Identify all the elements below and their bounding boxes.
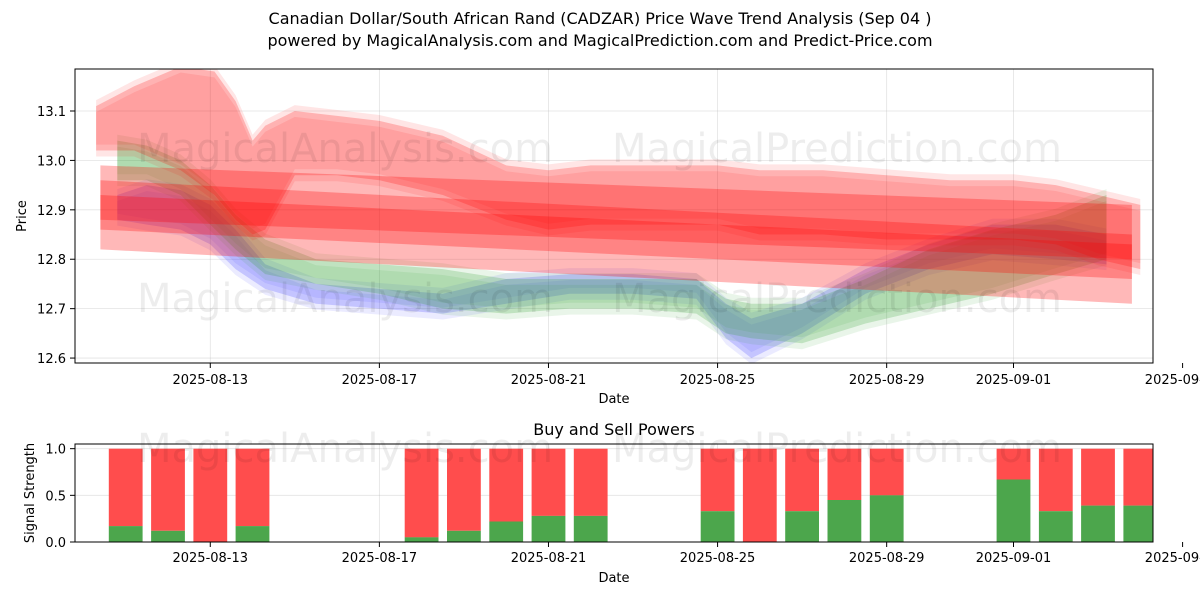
blue-wave-band: [117, 185, 1107, 359]
signal-x-tick-label: 2025-09-01: [976, 551, 1052, 566]
price-y-tick-label: 13.1: [37, 105, 66, 120]
price-x-axis: 2025-08-13 2025-08-17 2025-08-21 2025-08-25…: [172, 363, 1200, 388]
price-y-tick-label: 12.9: [37, 204, 66, 219]
buy-power-bar: [1123, 505, 1153, 542]
watermark-analysis-bottom: MagicalAnalysis.com: [137, 426, 553, 472]
signal-x-tick-label: 2025-08-25: [680, 551, 756, 566]
trend-band-1: [100, 165, 1132, 304]
signal-plot: [75, 444, 1153, 542]
sell-power-bar: [1081, 448, 1115, 506]
signal-y-tick-label: 0.0: [45, 536, 66, 551]
signal-x-axis: 2025-08-13 2025-08-17 2025-08-21 2025-08-25…: [172, 542, 1200, 566]
price-y-axis: 12.6 12.7 12.8 12.9 13.0 13.1: [37, 105, 75, 367]
sell-power-bar: [785, 448, 819, 512]
green-wave-band: [117, 134, 1107, 338]
sell-power-bar: [827, 448, 862, 500]
buy-power-bar: [785, 511, 819, 542]
price-x-axis-label: Date: [598, 392, 629, 407]
sell-power-bar: [193, 448, 228, 542]
sell-power-bar: [869, 448, 904, 496]
trend-band-2: [100, 180, 1132, 279]
price-x-tick-label: 2025-08-29: [849, 373, 925, 388]
sell-power-bar: [996, 448, 1031, 480]
price-y-tick-label: 12.7: [37, 303, 66, 318]
green-wave-band: [117, 140, 1107, 344]
signal-y-tick-label: 1.0: [45, 443, 66, 458]
buy-power-bar: [827, 500, 862, 542]
signal-x-tick-label: 2025-09-05: [1145, 551, 1200, 566]
buy-power-bar: [151, 530, 185, 542]
watermark-prediction-mid: MagicalPrediction.com: [612, 276, 1062, 322]
price-x-tick-label: 2025-08-25: [680, 373, 756, 388]
signal-x-tick-label: 2025-08-21: [511, 551, 587, 566]
price-plot: [75, 69, 1153, 363]
signal-x-tick-label: 2025-08-13: [172, 551, 248, 566]
buy-power-bar: [573, 515, 608, 542]
price-x-tick-label: 2025-08-13: [172, 373, 248, 388]
buy-power-bar: [404, 537, 439, 542]
price-y-axis-label: Price: [15, 200, 30, 232]
price-plot-frame: [74, 68, 1154, 364]
price-x-tick-label: 2025-09-01: [976, 373, 1052, 388]
sell-power-bar: [447, 448, 481, 531]
price-y-tick-label: 13.0: [37, 154, 66, 169]
sell-power-bar: [1123, 448, 1153, 506]
green-wave-band: [117, 146, 1107, 350]
signal-plot-frame: [74, 443, 1154, 543]
buy-power-bar: [108, 526, 143, 542]
chart-title-line-2: powered by MagicalAnalysis.com and Magic…: [267, 31, 933, 50]
price-y-tick-label: 12.6: [37, 352, 66, 367]
watermark-prediction-top: MagicalPrediction.com: [612, 126, 1062, 172]
signal-y-axis: 0.0 0.5 1.0: [45, 443, 75, 551]
trend-band-3: [100, 195, 1132, 260]
sell-power-bar: [151, 448, 185, 531]
sell-power-bar: [108, 448, 143, 527]
signal-x-axis-label: Date: [598, 571, 629, 586]
buy-power-bar: [447, 530, 481, 542]
sell-power-bar: [404, 448, 439, 538]
buy-power-bar: [700, 511, 735, 542]
signal-y-tick-label: 0.5: [45, 489, 66, 504]
sell-power-bar: [1038, 448, 1073, 512]
red-wave-band: [96, 72, 1141, 275]
signal-chart-title: Buy and Sell Powers: [533, 420, 695, 439]
price-x-tick-label: 2025-08-21: [511, 373, 587, 388]
sell-power-bar: [573, 448, 608, 516]
buy-power-bar: [996, 479, 1031, 542]
buy-power-bar: [531, 515, 566, 542]
signal-y-axis-label: Signal Strength: [23, 443, 38, 543]
blue-wave-band: [117, 179, 1107, 353]
sell-power-bar: [235, 448, 270, 527]
buy-power-bar: [1038, 511, 1073, 542]
sell-power-bar: [742, 448, 777, 542]
buy-power-bar: [869, 495, 904, 542]
red-wave-band: [96, 69, 1141, 264]
buy-power-bar: [1081, 505, 1115, 542]
watermark-analysis-mid: MagicalAnalysis.com: [137, 276, 553, 322]
watermark-prediction-bottom: MagicalPrediction.com: [612, 426, 1062, 472]
signal-x-tick-label: 2025-08-29: [849, 551, 925, 566]
chart-title-line-1: Canadian Dollar/South African Rand (CADZ…: [268, 9, 932, 28]
price-x-tick-label: 2025-09-05: [1145, 373, 1200, 388]
blue-wave-band: [117, 191, 1107, 363]
price-x-tick-label: 2025-08-17: [342, 373, 418, 388]
watermark-analysis-top: MagicalAnalysis.com: [137, 126, 553, 172]
sell-power-bar: [700, 448, 735, 512]
red-wave-band: [96, 69, 1141, 270]
buy-power-bar: [489, 521, 524, 542]
sell-power-bar: [531, 448, 566, 516]
buy-power-bar: [235, 526, 270, 542]
sell-power-bar: [489, 448, 524, 522]
price-y-tick-label: 12.8: [37, 253, 66, 268]
signal-x-tick-label: 2025-08-17: [342, 551, 418, 566]
